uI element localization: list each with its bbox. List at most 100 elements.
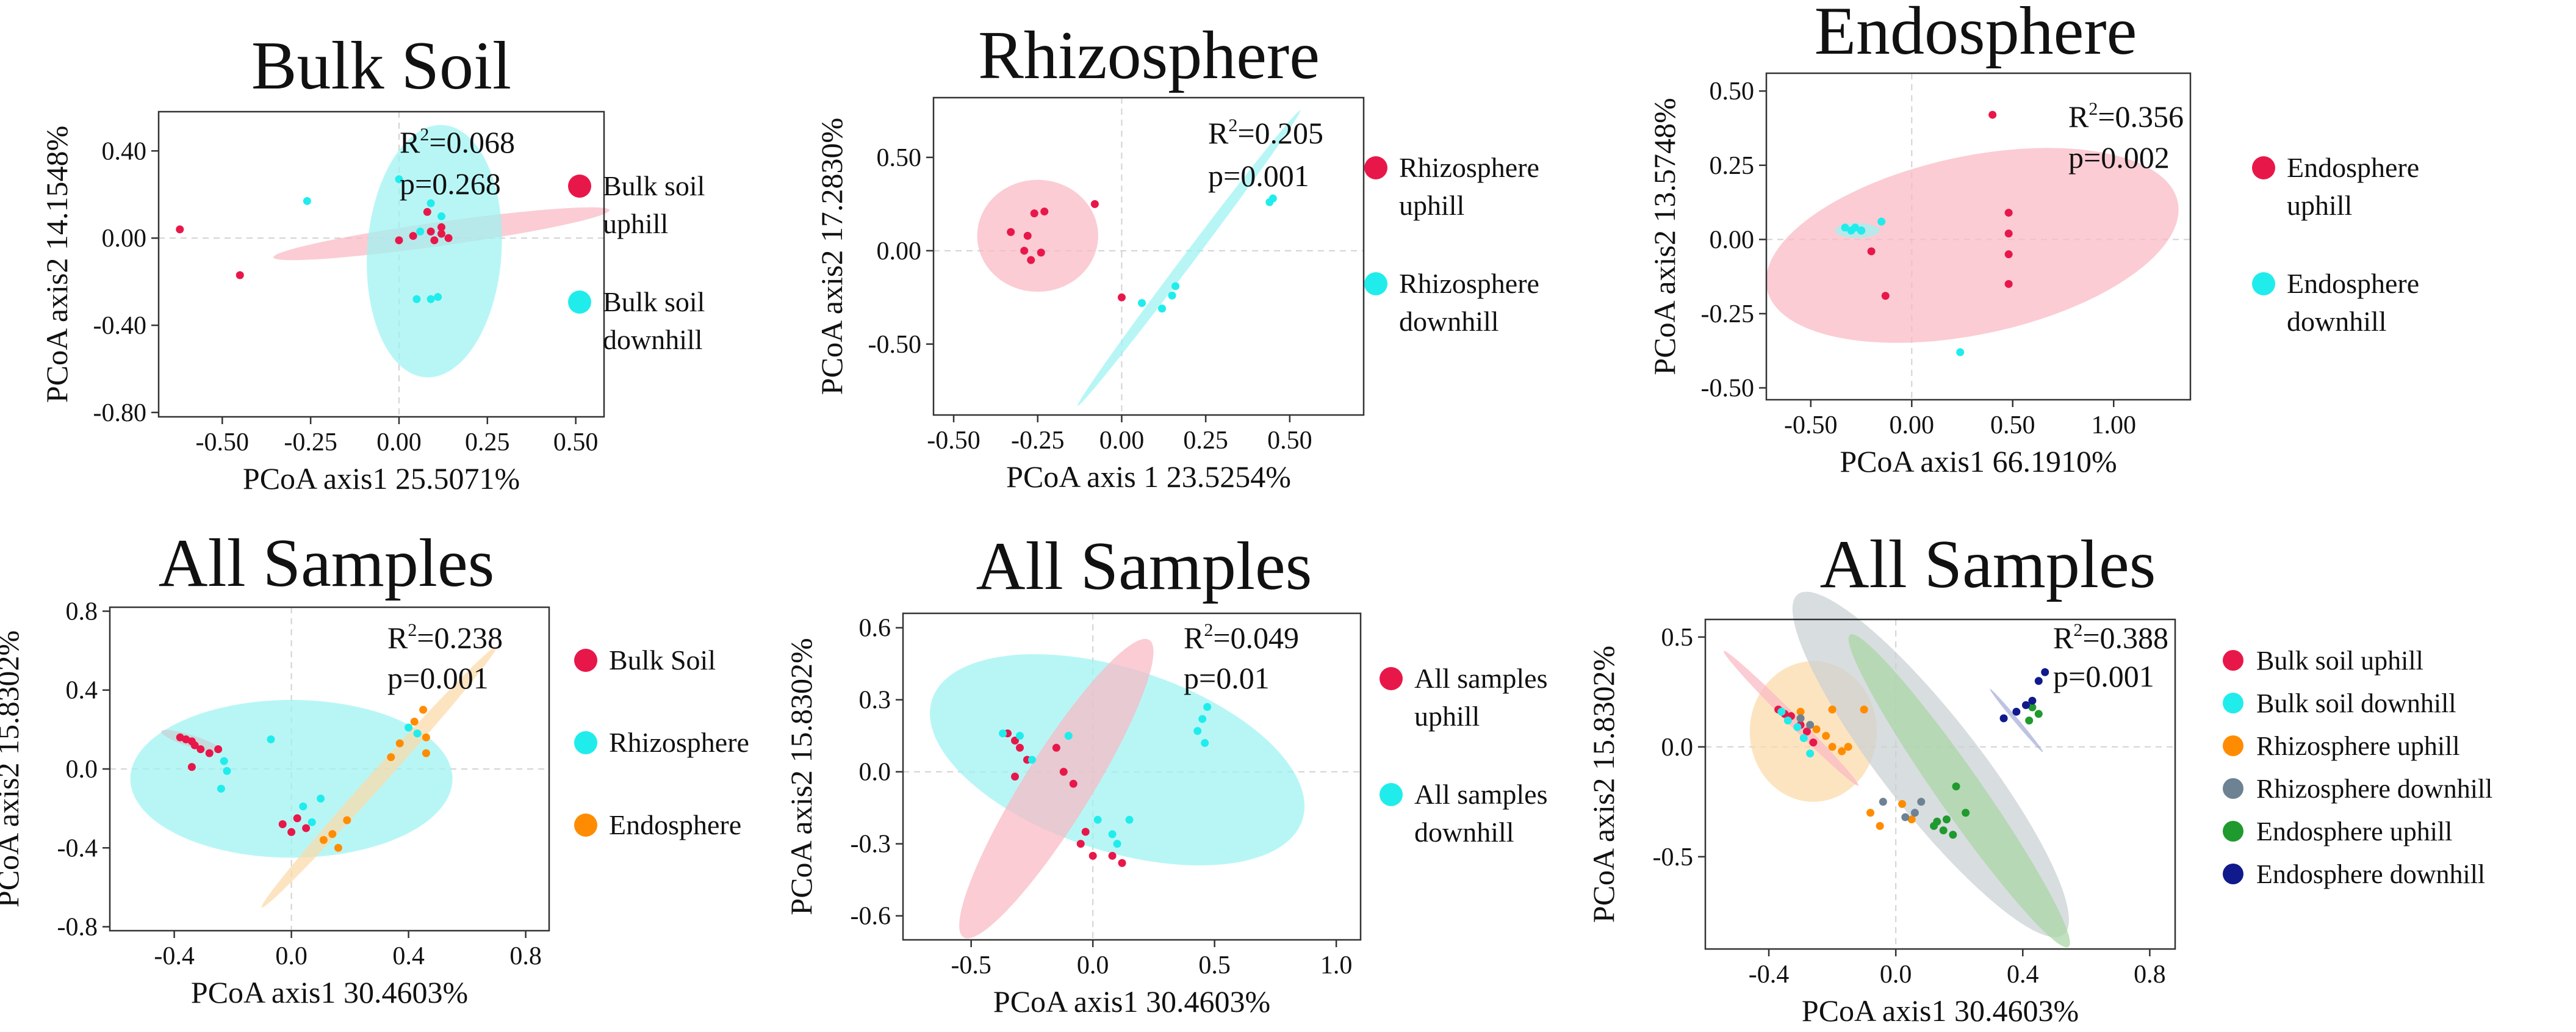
chart-title: All Samples bbox=[159, 525, 495, 601]
r-squared-annotation: R2=0.049 bbox=[1184, 620, 1299, 655]
legend-label: Endosphere bbox=[609, 809, 741, 840]
data-point bbox=[1117, 293, 1126, 301]
legend-swatch bbox=[568, 290, 591, 314]
chart-title: All Samples bbox=[976, 529, 1312, 604]
data-point bbox=[1118, 859, 1126, 867]
legend-label: downhill bbox=[603, 324, 703, 355]
data-point bbox=[319, 835, 328, 844]
chart-title: Rhizosphere bbox=[978, 18, 1320, 93]
plot-frame bbox=[932, 96, 1365, 416]
data-point bbox=[328, 830, 337, 839]
r-squared-annotation: R2=0.238 bbox=[387, 620, 503, 655]
x-tick-label: -0.50 bbox=[196, 428, 250, 456]
y-axis-label: PCoA axis2 14.1548% bbox=[40, 126, 74, 403]
x-tick-label: 0.4 bbox=[392, 942, 425, 970]
data-point bbox=[423, 207, 431, 216]
data-point bbox=[1933, 817, 1941, 826]
data-point bbox=[1088, 851, 1097, 860]
x-tick-label: 0.8 bbox=[2134, 961, 2166, 989]
legend-swatch bbox=[2223, 821, 2243, 842]
plot-frame bbox=[902, 612, 1362, 941]
x-tick-label: -0.25 bbox=[1011, 427, 1065, 455]
data-point bbox=[410, 717, 419, 726]
data-point bbox=[437, 212, 445, 220]
data-point bbox=[1059, 768, 1068, 776]
r-squared-value: =0.238 bbox=[417, 621, 503, 655]
legend-swatch bbox=[2252, 156, 2275, 179]
legend-label: Rhizosphere uphill bbox=[2256, 731, 2460, 761]
y-tick-label: 0.6 bbox=[859, 615, 891, 643]
r-squared-symbol: R bbox=[1208, 116, 1229, 150]
data-point bbox=[395, 175, 403, 184]
data-point bbox=[999, 729, 1007, 738]
r-squared-value: =0.205 bbox=[1237, 116, 1323, 150]
data-point bbox=[1838, 747, 1846, 756]
legend-swatch bbox=[574, 814, 597, 837]
data-point bbox=[1806, 749, 1815, 758]
data-point bbox=[430, 236, 439, 245]
y-axis-label: PCoA axis2 15.8302% bbox=[0, 630, 25, 908]
data-point bbox=[299, 802, 308, 810]
r-squared-superscript: 2 bbox=[1228, 115, 1237, 135]
x-tick-label: 0.50 bbox=[553, 428, 599, 456]
legend-label: uphill bbox=[1399, 190, 1464, 221]
r-squared-value: =0.356 bbox=[2098, 99, 2184, 134]
data-point bbox=[1081, 828, 1090, 836]
data-point bbox=[1777, 707, 1786, 716]
y-tick-label: 0.25 bbox=[1710, 152, 1755, 180]
data-point bbox=[236, 271, 244, 280]
legend-label: Endosphere bbox=[2287, 152, 2419, 183]
data-point bbox=[412, 295, 421, 303]
p-value-annotation: p=0.001 bbox=[387, 661, 489, 695]
x-tick-label: 0.0 bbox=[1077, 951, 1109, 980]
data-point bbox=[303, 197, 311, 205]
legend: Bulk Soil Rhizosphere Endosphere bbox=[574, 644, 749, 840]
data-point bbox=[1793, 723, 1802, 731]
x-axis-label: PCoA axis1 30.4603% bbox=[993, 984, 1270, 1019]
data-point bbox=[437, 229, 445, 238]
data-point bbox=[413, 729, 422, 738]
legend-label: Endosphere downhill bbox=[2256, 859, 2485, 889]
data-point bbox=[422, 749, 430, 757]
x-tick-label: 0.4 bbox=[2007, 961, 2039, 989]
data-point bbox=[1812, 725, 1821, 734]
data-point bbox=[1020, 247, 1029, 255]
legend-label: All samples bbox=[1414, 663, 1547, 694]
data-point bbox=[1802, 727, 1811, 736]
data-point bbox=[437, 223, 445, 231]
data-point bbox=[1113, 840, 1121, 848]
data-point bbox=[2004, 229, 2013, 238]
p-value-annotation: p=0.268 bbox=[400, 167, 501, 201]
data-point bbox=[1201, 738, 1209, 747]
legend-swatch bbox=[2223, 693, 2243, 713]
data-point bbox=[2028, 696, 2037, 705]
data-point bbox=[434, 293, 442, 301]
data-point bbox=[1828, 705, 1837, 714]
x-tick-label: -0.4 bbox=[1749, 961, 1790, 989]
x-tick-label: 0.8 bbox=[509, 942, 542, 970]
y-tick-label: 0.3 bbox=[859, 687, 891, 715]
r-squared-annotation: R2=0.068 bbox=[400, 124, 515, 159]
legend: Endosphere uphill Endosphere downhill bbox=[2252, 152, 2419, 337]
data-point bbox=[1910, 809, 1919, 817]
confidence-ellipse bbox=[1078, 110, 1301, 406]
data-point bbox=[2004, 209, 2013, 217]
data-point bbox=[267, 735, 275, 744]
y-tick-label: 0.5 bbox=[1661, 624, 1694, 652]
y-tick-label: 0.0 bbox=[859, 759, 891, 787]
data-point bbox=[416, 227, 425, 236]
data-point bbox=[205, 749, 214, 757]
legend: Bulk soil uphill Bulk soil downhill bbox=[568, 170, 705, 355]
data-point bbox=[2028, 703, 2037, 712]
data-point bbox=[426, 199, 435, 207]
data-point bbox=[278, 820, 287, 828]
y-tick-label: 0.00 bbox=[877, 237, 922, 265]
data-point bbox=[1023, 231, 1032, 240]
y-tick-label: -0.25 bbox=[1701, 300, 1755, 328]
data-point bbox=[1877, 217, 1886, 226]
data-point bbox=[409, 232, 417, 240]
y-tick-label: -0.50 bbox=[1701, 375, 1755, 403]
confidence-ellipse bbox=[367, 124, 502, 378]
legend-label: Bulk soil uphill bbox=[2256, 646, 2423, 676]
